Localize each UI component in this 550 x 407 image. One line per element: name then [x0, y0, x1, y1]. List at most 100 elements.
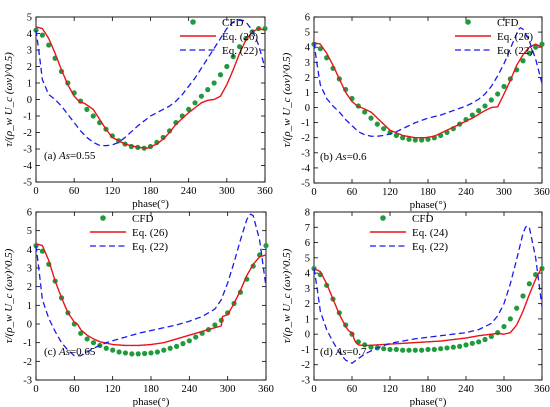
- x-tick-label: 0: [33, 384, 38, 395]
- cfd-point: [526, 281, 532, 287]
- cfd-point: [116, 349, 122, 355]
- y-tick-label: 3: [305, 58, 310, 69]
- legend-label: CFD: [497, 17, 518, 29]
- cfd-point: [224, 63, 230, 70]
- legend-marker: [190, 19, 196, 25]
- equation-line: [35, 243, 267, 347]
- cfd-point: [520, 293, 526, 299]
- y-tick-label: 1: [27, 301, 32, 312]
- cfd-point: [539, 41, 545, 47]
- y-tick-label: 0: [27, 95, 32, 106]
- x-tick-label: 0: [311, 187, 316, 198]
- cfd-point: [39, 32, 45, 38]
- x-tick-label: 180: [143, 384, 159, 395]
- cfd-point: [230, 54, 236, 60]
- x-tick-label: 360: [534, 384, 550, 395]
- series-cfd: [33, 243, 269, 357]
- legend: CFD Eq. (26) Eq. (22): [455, 17, 533, 57]
- legend-label: Eq. (26): [497, 31, 533, 43]
- cfd-point: [110, 347, 116, 353]
- x-tick-label: 180: [420, 384, 436, 395]
- legend-label: Eq. (22): [222, 45, 258, 57]
- y-tick-label: -1: [301, 345, 310, 356]
- y-tick-label: -5: [23, 178, 32, 189]
- y-tick-label: -1: [23, 112, 32, 123]
- x-tick-label: 120: [105, 384, 121, 395]
- y-tick-label: -2: [23, 128, 32, 139]
- series-eq-22-: [313, 225, 543, 364]
- cfd-point: [211, 80, 217, 86]
- x-tick-label: 180: [420, 187, 436, 198]
- cfd-point: [533, 44, 539, 50]
- cfd-point: [469, 112, 475, 118]
- y-tick-label: 5: [305, 28, 310, 39]
- cfd-point: [393, 346, 399, 353]
- x-axis-label: phase(°): [133, 396, 170, 407]
- legend-label: Eq. (26): [132, 227, 168, 239]
- cfd-point: [412, 137, 418, 143]
- cfd-point: [90, 113, 96, 119]
- cfd-point: [495, 330, 501, 336]
- legend: CFD Eq. (24) Eq. (22): [370, 213, 448, 253]
- y-tick-label: 2: [27, 62, 32, 73]
- cfd-point: [463, 342, 469, 348]
- series-eq-24-: [313, 266, 543, 347]
- cfd-point: [520, 58, 526, 64]
- cfd-point: [406, 347, 412, 353]
- cfd-point: [180, 341, 186, 347]
- legend: CFD Eq. (26) Eq. (22): [90, 213, 168, 253]
- x-tick-label: 180: [143, 186, 159, 197]
- cfd-point: [400, 347, 406, 353]
- cfd-point: [122, 350, 129, 356]
- cfd-point: [135, 351, 141, 357]
- cfd-point: [476, 339, 482, 345]
- x-tick-label: 60: [69, 384, 80, 395]
- cfd-point: [381, 346, 387, 352]
- legend-marker: [465, 19, 471, 25]
- cfd-point: [46, 42, 52, 48]
- y-tick-label: 3: [27, 46, 32, 57]
- cfd-point: [419, 347, 425, 353]
- y-tick-label: -1: [301, 118, 310, 129]
- series-eq-22-: [313, 27, 543, 137]
- cfd-point: [212, 322, 218, 328]
- equation-dashed-line: [35, 19, 266, 147]
- cfd-point: [476, 107, 482, 114]
- legend-label: Eq. (22): [412, 241, 448, 253]
- x-axis-label: phase(°): [132, 198, 169, 210]
- cfd-point: [431, 346, 437, 353]
- cfd-point: [374, 121, 380, 127]
- y-tick-label: -3: [301, 376, 310, 387]
- y-tick-label: 0: [305, 330, 310, 341]
- cfd-point: [425, 346, 431, 353]
- cfd-point: [469, 340, 475, 346]
- x-tick-label: 300: [219, 186, 235, 197]
- y-tick-label: 4: [305, 43, 311, 54]
- cfd-point: [400, 135, 406, 141]
- x-tick-label: 240: [458, 187, 474, 198]
- cfd-point: [362, 109, 368, 115]
- y-tick-label: 6: [27, 208, 32, 219]
- series-eq-26-: [35, 26, 266, 149]
- cfd-point: [419, 137, 425, 143]
- y-tick-label: -5: [301, 179, 310, 190]
- y-tick-label: 6: [305, 238, 310, 249]
- cfd-point: [438, 346, 444, 352]
- cfd-point: [167, 345, 173, 351]
- cfd-point: [501, 83, 507, 90]
- x-tick-label: 60: [69, 186, 80, 197]
- cfd-point: [482, 103, 488, 109]
- y-tick-label: 5: [27, 13, 32, 24]
- cfd-point: [450, 344, 456, 350]
- series-cfd: [311, 265, 545, 353]
- y-axis-label: τ/(ρ_w U_c (ων)^0.5): [3, 248, 15, 343]
- chart-panel-2: 0 60 120 180 240 300 360 -3 -2 -1 0 1 2 3 4 5 6 phase(°) τ…: [3, 208, 274, 407]
- x-tick-label: 60: [347, 187, 358, 198]
- x-tick-label: 240: [181, 384, 197, 395]
- x-tick-label: 120: [382, 384, 398, 395]
- cfd-point: [161, 347, 167, 353]
- cfd-point: [482, 336, 488, 343]
- y-axis-label: τ/(ρ_w U_c (ων)^0.5): [281, 52, 293, 147]
- cfd-point: [109, 133, 115, 139]
